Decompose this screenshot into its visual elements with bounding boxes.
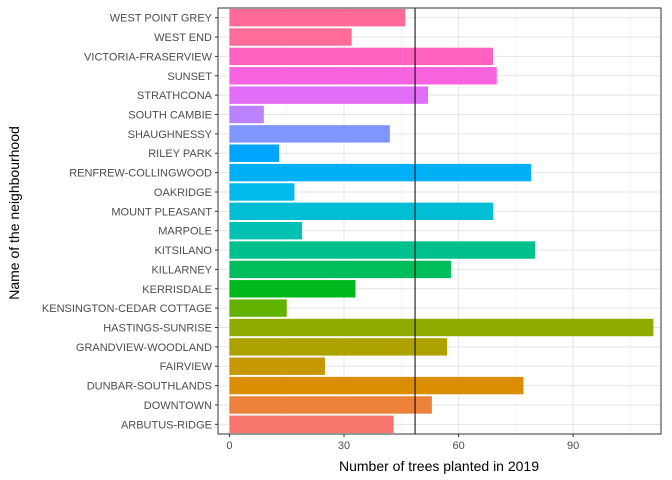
x-tick-label: 30 — [338, 440, 350, 452]
y-tick-label: DUNBAR-SOUTHLANDS — [87, 381, 212, 393]
bar-hastings-sunrise — [229, 318, 654, 337]
y-tick-label: KILLARNEY — [151, 264, 212, 276]
y-tick-label: KERRISDALE — [142, 284, 212, 296]
y-tick-label: GRANDVIEW-WOODLAND — [76, 342, 212, 354]
y-tick-label: RENFREW-COLLINGWOOD — [69, 168, 212, 180]
y-tick-label: KITSILANO — [155, 245, 213, 257]
bar-south-cambie — [229, 105, 264, 124]
y-tick-label: RILEY PARK — [148, 148, 212, 160]
bar-renfrew-collingwood — [229, 163, 532, 182]
y-tick-label: MOUNT PLEASANT — [111, 206, 212, 218]
bar-kensington-cedar-cottage — [229, 299, 287, 317]
y-tick-label: OAKRIDGE — [154, 187, 212, 199]
x-tick-label: 90 — [567, 440, 579, 452]
bar-shaughnessy — [229, 125, 390, 143]
bar-kerrisdale — [229, 280, 356, 298]
y-tick-label: DOWNTOWN — [144, 400, 212, 412]
y-axis-title: Name of the neighbourhood — [6, 126, 22, 300]
bars — [229, 8, 654, 434]
x-axis-title: Number of trees planted in 2019 — [339, 458, 539, 474]
y-tick-label: SHAUGHNESSY — [128, 129, 213, 141]
y-tick-label: VICTORIA-FRASERVIEW — [84, 51, 213, 63]
y-tick-label: HASTINGS-SUNRISE — [103, 323, 212, 335]
y-tick-label: STRATHCONA — [137, 90, 213, 102]
bar-strathcona — [229, 86, 429, 104]
y-tick-label: MARPOLE — [158, 226, 212, 238]
bar-riley-park — [229, 144, 280, 162]
x-tick-labels: 0 30 60 90 — [226, 434, 579, 452]
bar-killarney — [229, 260, 451, 279]
bar-victoria-fraserview — [229, 47, 493, 66]
bar-mount-pleasant — [229, 202, 493, 221]
bar-sunset — [229, 67, 497, 85]
bar-arbutus-ridge — [229, 415, 394, 434]
x-tick-label: 60 — [452, 440, 464, 452]
y-tick-label: SUNSET — [167, 71, 212, 83]
y-tick-label: ARBUTUS-RIDGE — [121, 419, 212, 431]
bar-marpole — [229, 221, 303, 240]
panel-border — [217, 7, 662, 435]
bar-kitsilano — [229, 241, 535, 259]
bar-west-point-grey — [229, 8, 406, 27]
bar-oakridge — [229, 183, 295, 201]
y-tick-label: WEST POINT GREY — [110, 13, 213, 25]
y-tick-label: KENSINGTON-CEDAR COTTAGE — [42, 303, 212, 315]
bar-west-end — [229, 28, 352, 46]
y-tick-label: SOUTH CAMBIE — [128, 110, 212, 122]
bar-fairview — [229, 357, 325, 375]
reference-line-group — [217, 7, 662, 435]
bar-grandview-woodland — [229, 338, 448, 356]
bar-dunbar-southlands — [229, 376, 524, 395]
x-tick-label: 0 — [226, 440, 232, 452]
y-tick-label: FAIRVIEW — [160, 361, 213, 373]
bar-downtown — [229, 396, 432, 414]
y-tick-label: WEST END — [154, 32, 212, 44]
y-tick-labels: ARBUTUS-RIDGE DOWNTOWN DUNBAR-SOUTHLANDS FA… — [42, 13, 218, 431]
